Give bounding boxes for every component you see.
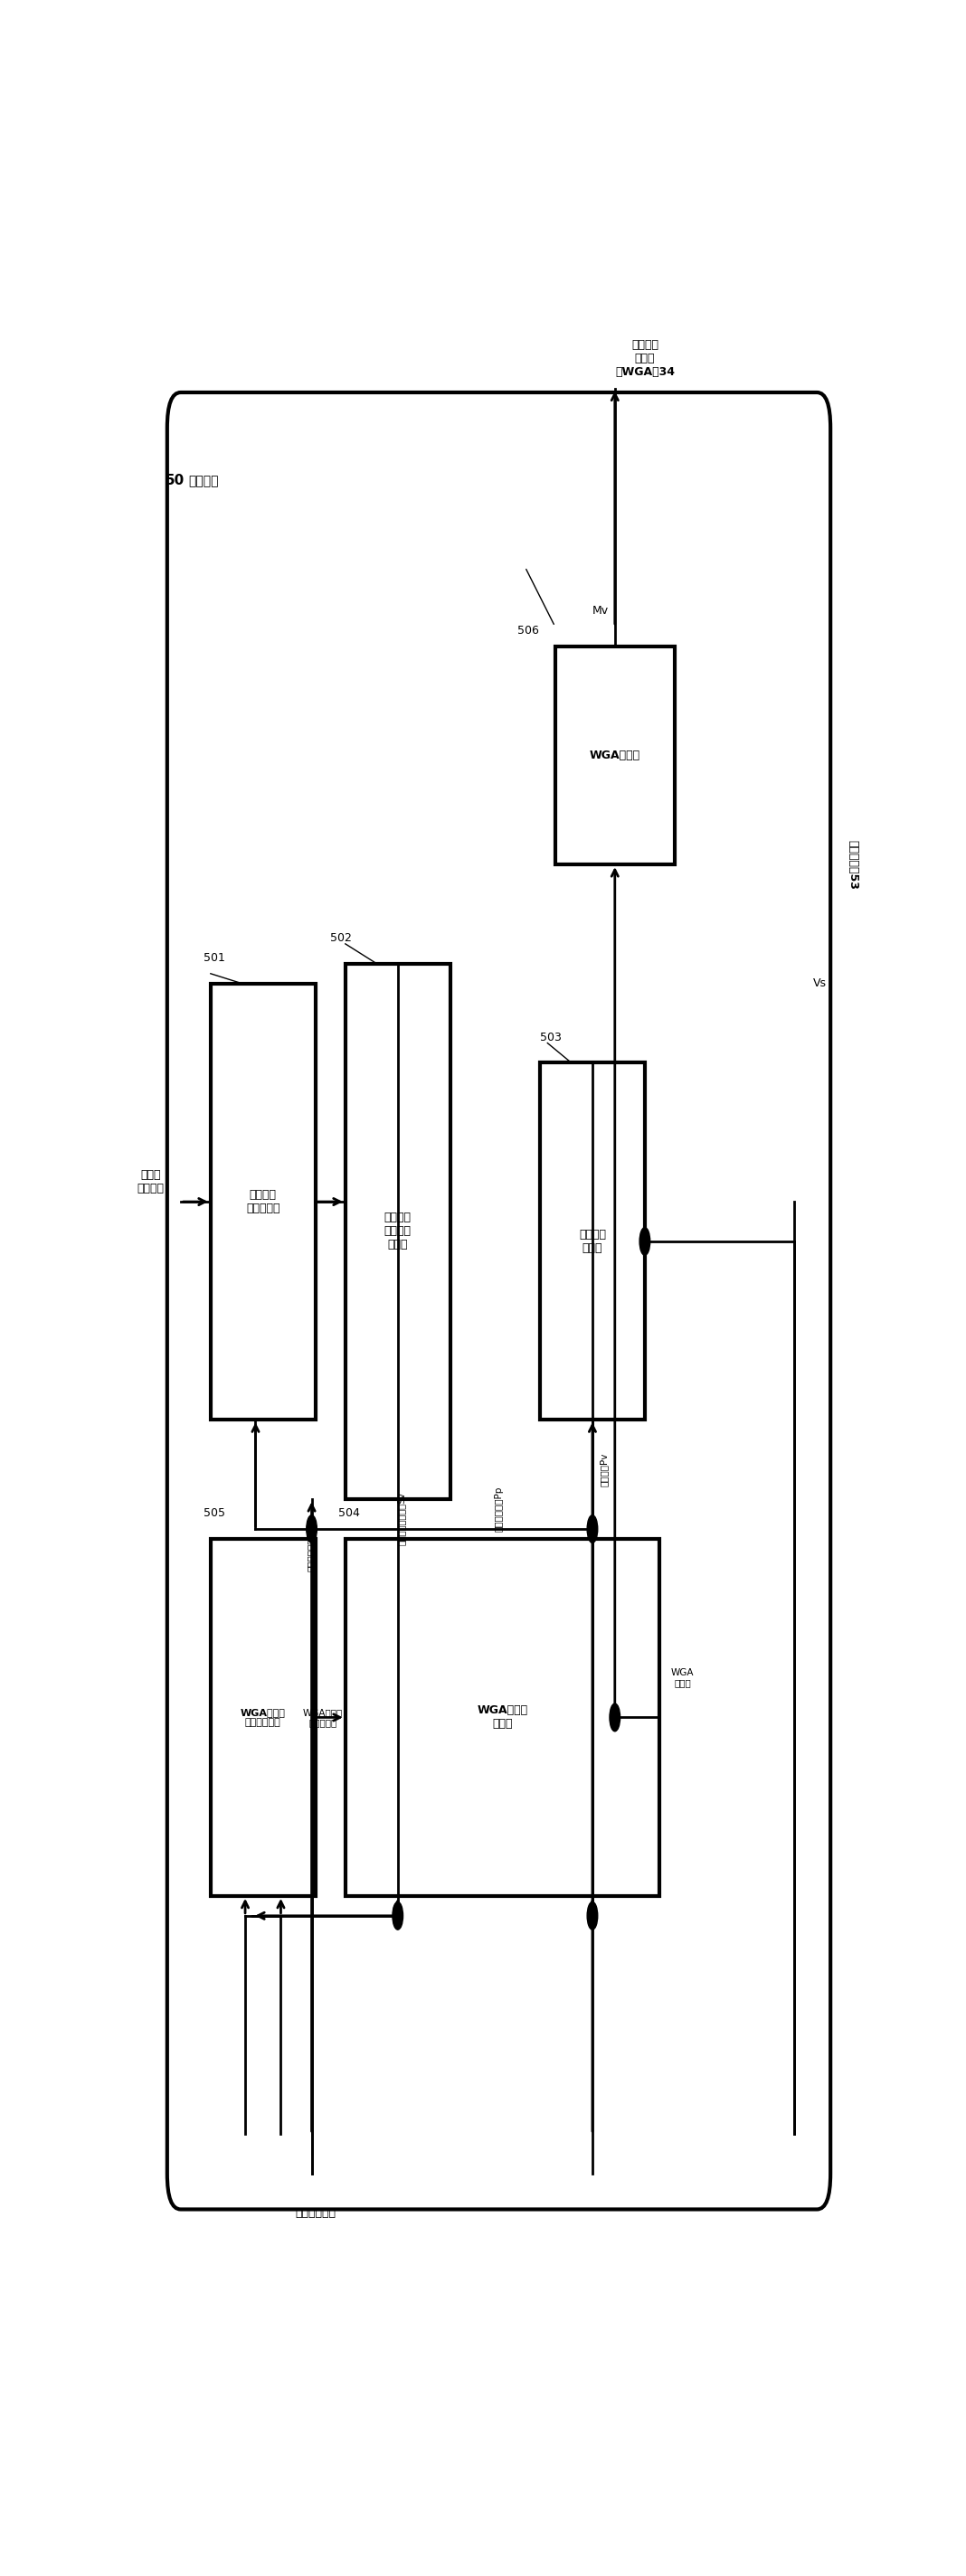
Text: 505: 505 [203, 1507, 225, 1520]
Text: 机构请求目标开度Sv: 机构请求目标开度Sv [397, 1492, 406, 1546]
Bar [554, 647, 674, 866]
Text: Mv: Mv [592, 605, 609, 616]
Text: WGA
操作量: WGA 操作量 [671, 1669, 695, 1687]
Circle shape [306, 1515, 317, 1543]
Text: 503: 503 [540, 1030, 561, 1043]
Text: 目标增压
压力运算部: 目标增压 压力运算部 [246, 1190, 280, 1213]
Circle shape [587, 1901, 598, 1929]
Bar [211, 984, 315, 1419]
Text: WGA操作量
最大限制值: WGA操作量 最大限制值 [303, 1708, 343, 1728]
Circle shape [610, 1703, 620, 1731]
FancyBboxPatch shape [167, 392, 831, 2210]
Text: 位置传感器53: 位置传感器53 [847, 840, 859, 889]
Text: 实际增压压力Pp: 实际增压压力Pp [495, 1486, 503, 1533]
Bar [346, 1538, 660, 1896]
Text: 控制装置: 控制装置 [188, 474, 218, 487]
Text: 目标增压压力Sp: 目标增压压力Sp [307, 1525, 316, 1571]
Text: 502: 502 [330, 933, 352, 943]
Circle shape [639, 1229, 650, 1255]
Text: 50: 50 [166, 474, 185, 487]
Bar [211, 1538, 315, 1896]
Text: Vs: Vs [813, 979, 827, 989]
Text: WGA驱动部: WGA驱动部 [589, 750, 640, 762]
Text: 实际开度Pv: 实际开度Pv [599, 1453, 609, 1486]
Text: 发动机
运行状态: 发动机 运行状态 [137, 1170, 164, 1195]
Text: 实际增压压力: 实际增压压力 [295, 2208, 336, 2218]
Bar [540, 1064, 645, 1419]
Text: WGA操作量
限制值运算部: WGA操作量 限制值运算部 [241, 1708, 286, 1726]
Circle shape [392, 1901, 403, 1929]
Text: WGA操作量
运算部: WGA操作量 运算部 [477, 1705, 528, 1731]
Text: 实际开度
运算部: 实际开度 运算部 [579, 1229, 606, 1255]
Circle shape [587, 1515, 598, 1543]
Text: 506: 506 [518, 623, 539, 636]
Text: 504: 504 [338, 1507, 359, 1520]
Text: 废气阀门
致动器
（WGA）34: 废气阀门 致动器 （WGA）34 [615, 340, 674, 379]
Bar [346, 963, 450, 1499]
Text: 501: 501 [203, 953, 225, 963]
Text: 机构请求
目标开度
运算部: 机构请求 目标开度 运算部 [384, 1213, 412, 1252]
